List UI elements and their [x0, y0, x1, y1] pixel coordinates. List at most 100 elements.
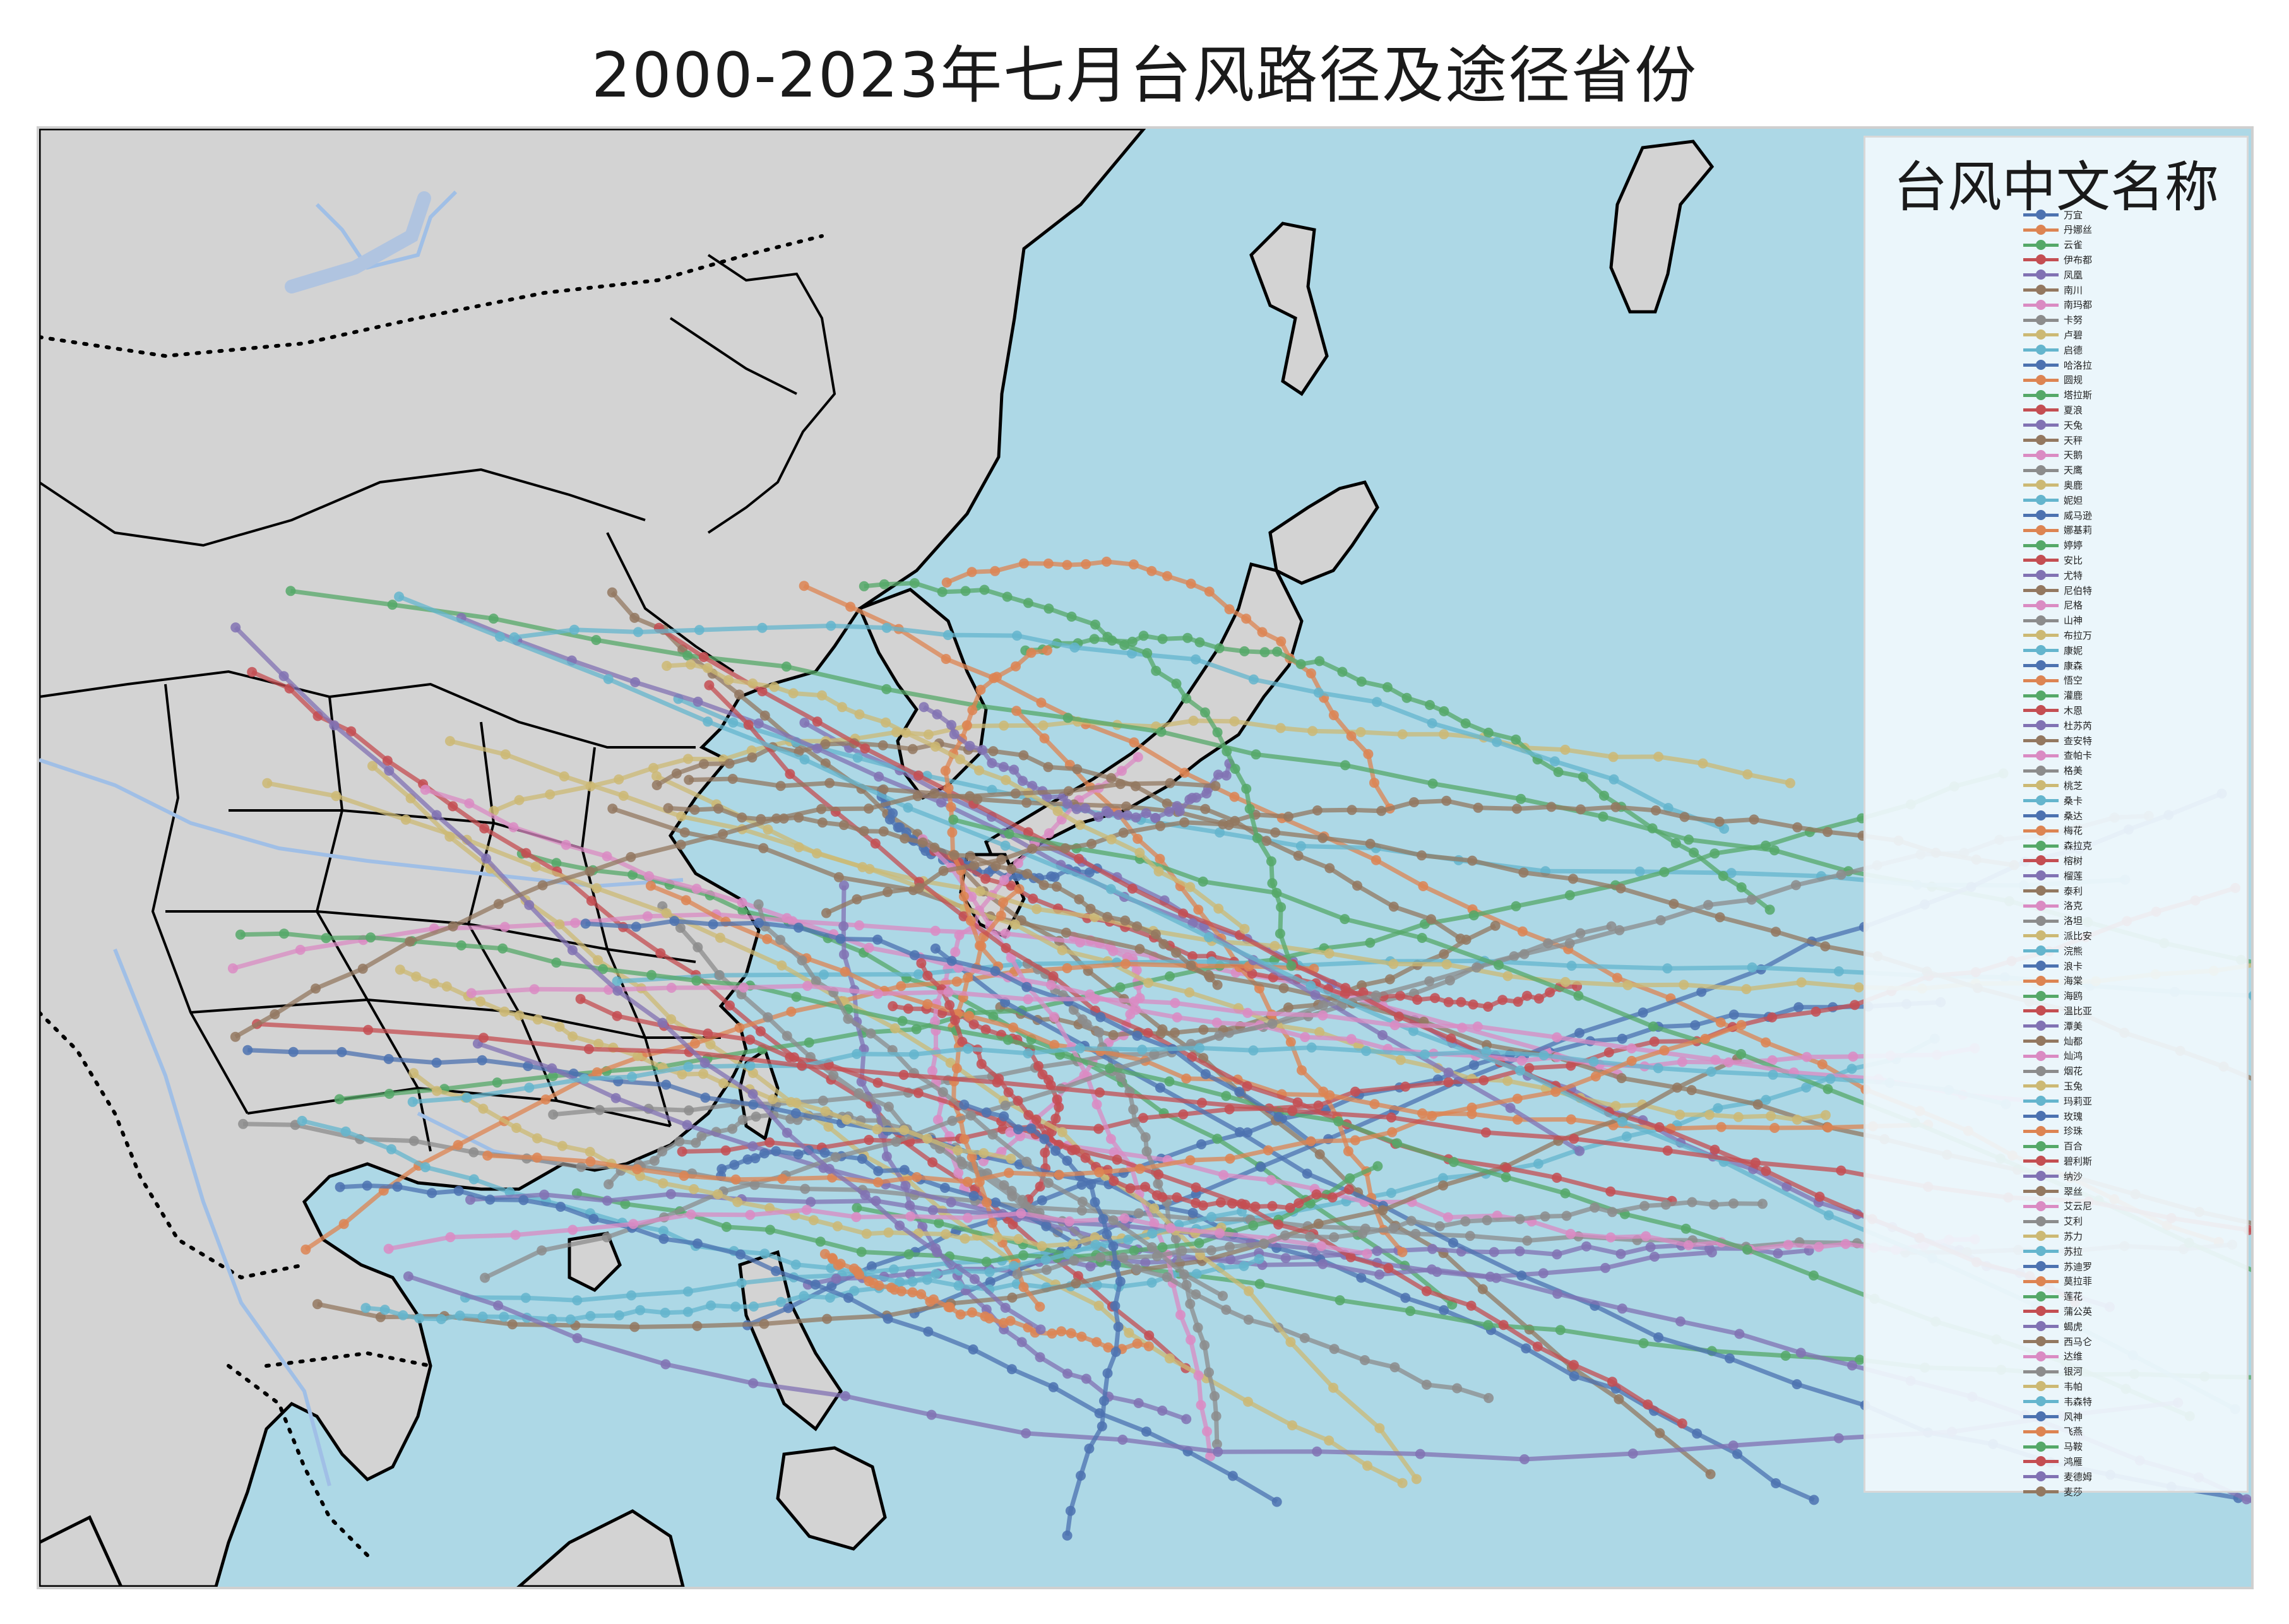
track-point: [1386, 1112, 1396, 1123]
track-point: [1063, 1248, 1074, 1259]
typhoon-track[interactable]: [234, 781, 1216, 1039]
typhoon-track[interactable]: [487, 1022, 1742, 1185]
track-point: [1146, 1277, 1157, 1288]
track-point: [1151, 1190, 1162, 1200]
track-point: [948, 814, 959, 825]
typhoon-track[interactable]: [251, 670, 1187, 1370]
track-point: [881, 1151, 892, 1162]
track-point: [445, 1232, 456, 1243]
track-point: [1000, 997, 1011, 1008]
track-point: [1660, 1199, 1671, 1210]
track-point: [979, 584, 990, 595]
track-point: [477, 1055, 487, 1065]
track-point: [1239, 923, 1250, 934]
track-point: [1439, 949, 1449, 959]
track-point: [1206, 1245, 1216, 1256]
legend-label: 玛莉亚: [2064, 1095, 2093, 1107]
legend-swatch: [2023, 524, 2059, 536]
track-point: [468, 1147, 479, 1158]
track-point: [794, 922, 804, 933]
track-point: [684, 1105, 694, 1116]
typhoon-track[interactable]: [266, 781, 1418, 1481]
track-point: [1317, 833, 1328, 843]
track-point: [1141, 808, 1151, 819]
legend-item: 榴莲: [2023, 868, 2083, 883]
track-point: [1170, 1028, 1180, 1038]
track-point: [465, 1194, 475, 1205]
legend-item: 婷婷: [2023, 538, 2083, 553]
track-point: [771, 813, 782, 824]
track-point: [1218, 1170, 1229, 1180]
track-point: [932, 1115, 943, 1125]
track-point: [1690, 1020, 1701, 1031]
track-point: [1042, 645, 1052, 656]
track-point: [1388, 959, 1399, 969]
track-point: [1575, 804, 1586, 815]
legend-label: 格美: [2064, 765, 2083, 777]
track-point: [857, 1154, 867, 1164]
track-point: [1028, 893, 1038, 904]
track-point: [969, 860, 980, 871]
legend-title: 台风中文名称: [1893, 156, 2219, 219]
track-point: [1767, 1055, 1778, 1065]
track-point: [602, 851, 612, 862]
track-point: [1132, 921, 1143, 932]
track-point: [703, 1028, 713, 1039]
track-point: [999, 1111, 1009, 1122]
typhoon-track[interactable]: [610, 591, 1712, 1476]
track-point: [1833, 1433, 1844, 1443]
legend-label: 木恩: [2064, 704, 2083, 716]
track-point: [1128, 559, 1139, 570]
track-point: [400, 814, 411, 825]
track-point: [922, 1134, 932, 1144]
legend-item: 蝎虎: [2023, 1319, 2083, 1334]
track-point: [1140, 1132, 1151, 1142]
track-point: [1188, 715, 1199, 726]
track-point: [775, 781, 786, 791]
track-point: [980, 1311, 990, 1322]
legend-item: 海棠: [2023, 973, 2083, 988]
track-point: [753, 718, 764, 729]
track-point: [1573, 990, 1584, 1001]
typhoon-track[interactable]: [234, 625, 1042, 1332]
track-point: [783, 1303, 794, 1313]
track-point: [1155, 821, 1166, 831]
legend-item: 娜基莉: [2023, 523, 2092, 538]
track-point: [561, 839, 571, 850]
track-point: [806, 1197, 816, 1207]
track-point: [768, 1094, 778, 1105]
track-point: [1662, 1146, 1673, 1156]
track-point: [1417, 933, 1427, 943]
legend-swatch: [2023, 704, 2059, 716]
typhoon-track[interactable]: [371, 764, 1404, 1485]
track-point: [690, 1038, 700, 1049]
legend-item: 万宜: [2023, 207, 2083, 222]
track-point: [414, 1313, 425, 1324]
track-point: [1184, 794, 1195, 805]
track-point: [1010, 788, 1021, 799]
track-point: [1171, 947, 1182, 958]
track-point: [593, 1038, 604, 1049]
track-point: [1438, 1180, 1448, 1191]
typhoon-track[interactable]: [471, 983, 2044, 1105]
typhoon-track[interactable]: [657, 625, 2077, 1305]
track-point: [480, 1272, 490, 1283]
track-point: [1328, 1382, 1339, 1393]
typhoon-map[interactable]: [39, 129, 2251, 1587]
typhoon-track[interactable]: [585, 918, 1313, 1144]
track-point: [974, 765, 984, 776]
track-point: [1138, 631, 1149, 641]
track-point: [1017, 776, 1028, 786]
typhoon-track[interactable]: [340, 1183, 1278, 1504]
typhoon-tracks[interactable]: [227, 556, 2251, 1541]
track-point: [614, 774, 624, 785]
legend-label: 玉兔: [2064, 1080, 2083, 1092]
track-point: [1468, 999, 1478, 1010]
typhoon-track[interactable]: [317, 1057, 1739, 1329]
track-point: [1194, 637, 1205, 648]
legend-item: 康森: [2023, 658, 2083, 673]
track-point: [840, 1391, 851, 1401]
track-point: [872, 1077, 883, 1088]
legend-swatch: [2023, 824, 2059, 837]
track-point: [1599, 790, 1609, 801]
